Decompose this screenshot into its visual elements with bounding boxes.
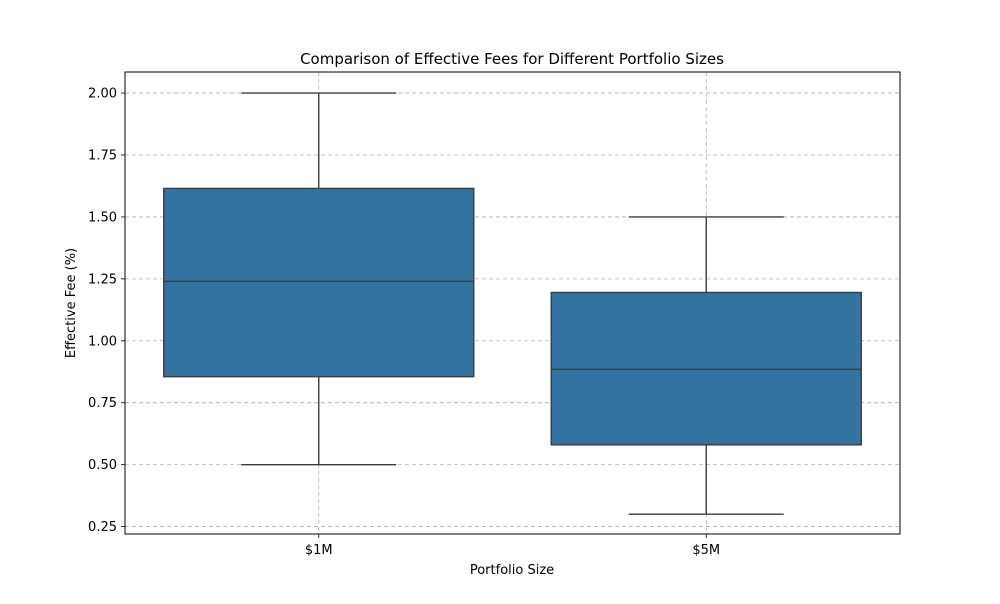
iqr-box: [163, 187, 475, 378]
y-tick-label: 1.25: [88, 272, 117, 287]
x-tick-label: $5M: [692, 543, 720, 558]
plot-frame: [124, 71, 901, 535]
y-tick-label: 0.25: [88, 520, 117, 535]
y-axis-label: Effective Fee (%): [64, 248, 79, 358]
y-tick-label: 1.00: [88, 334, 117, 349]
y-tick-label: 2.00: [88, 87, 117, 102]
y-tick-label: 1.75: [88, 148, 117, 163]
box-group: [550, 216, 862, 515]
y-tick-label: 0.50: [88, 458, 117, 473]
box-group: [163, 92, 475, 466]
box-layer: [163, 92, 862, 515]
axis-layer: 0.25 0.50 0.75 1.00 1.25 1.50 1.75 2.00 $1M $5M: [88, 87, 720, 558]
x-axis-label: Portfolio Size: [470, 563, 554, 578]
y-tick-label: 0.75: [88, 396, 117, 411]
y-tick-label: 1.50: [88, 210, 117, 225]
chart-title: Comparison of Effective Fees for Differe…: [300, 50, 724, 68]
x-tick-label: $1M: [305, 543, 333, 558]
